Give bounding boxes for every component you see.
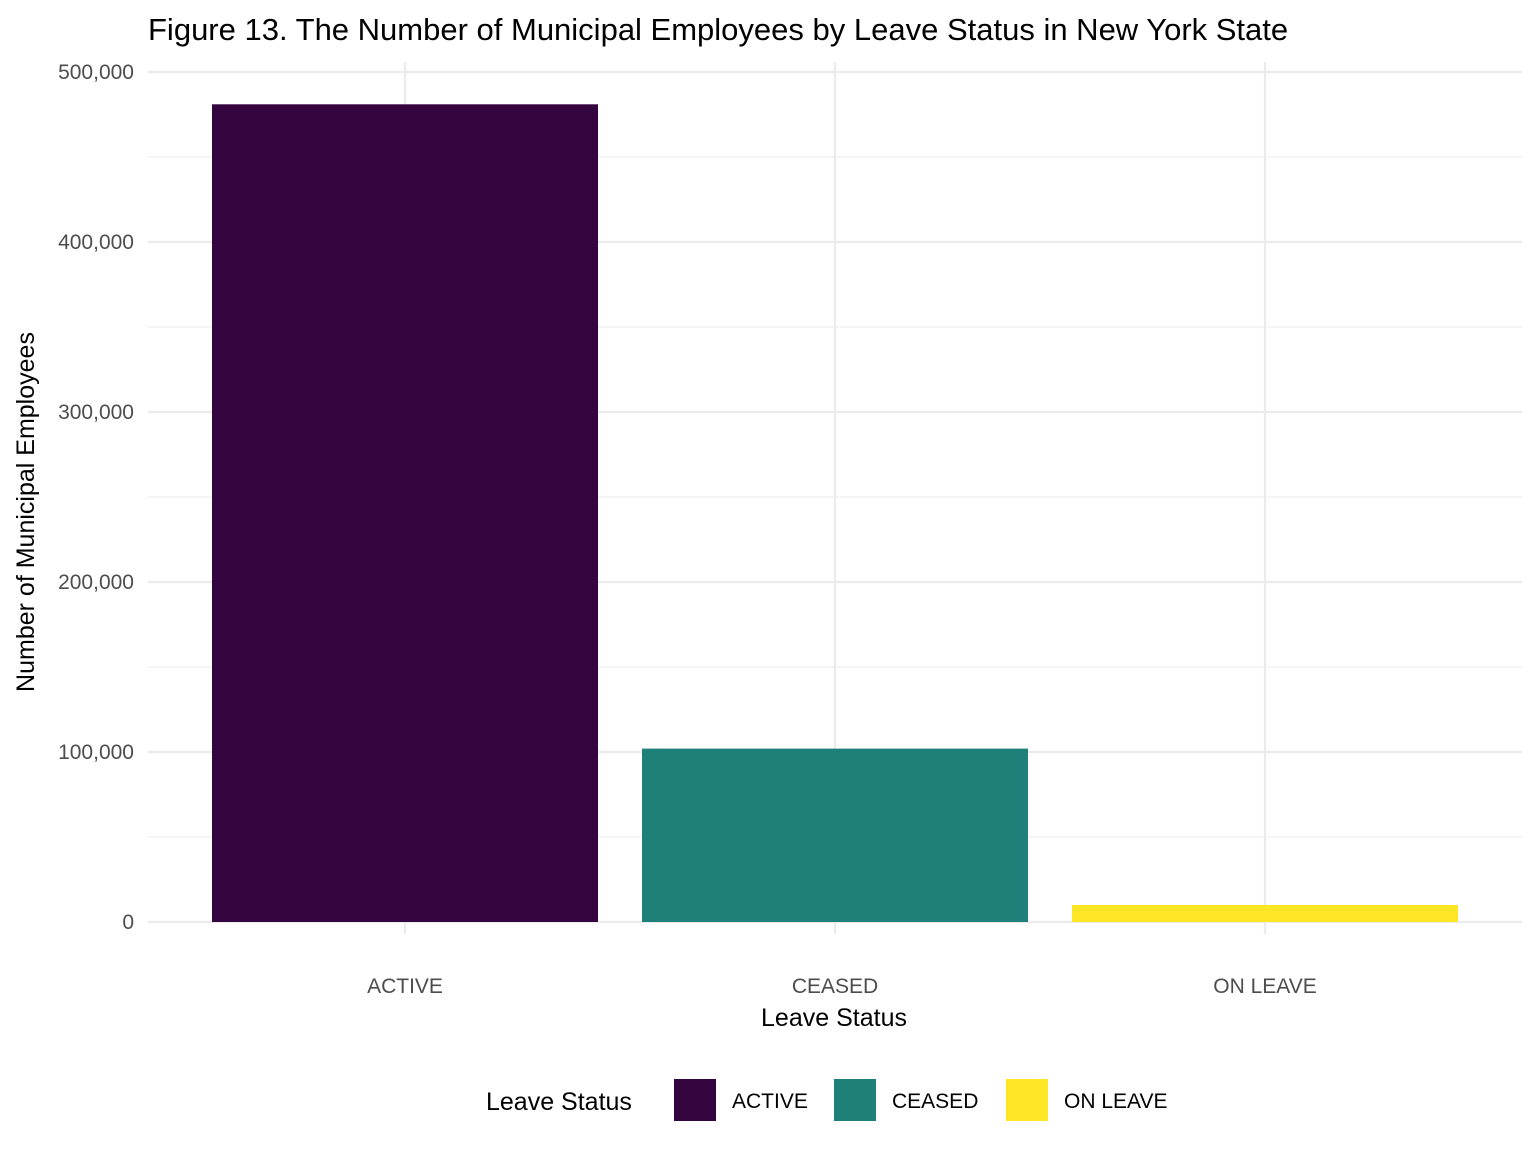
chart-title: Figure 13. The Number of Municipal Emplo… bbox=[148, 12, 1288, 47]
bars bbox=[212, 104, 1458, 923]
legend-key-active bbox=[674, 1079, 716, 1121]
legend-label: ON LEAVE bbox=[1064, 1090, 1167, 1113]
bar-active bbox=[212, 104, 598, 923]
bar-ceased bbox=[642, 748, 1028, 922]
y-tick-label: 400,000 bbox=[58, 231, 134, 254]
y-tick-label: 200,000 bbox=[58, 571, 134, 594]
legend-key-ceased bbox=[834, 1079, 876, 1121]
legend-key-on-leave bbox=[1006, 1079, 1048, 1121]
legend: Leave Status ACTIVE CEASED ON LEAVE bbox=[486, 1079, 1167, 1121]
y-axis-title: Number of Municipal Employees bbox=[12, 332, 40, 692]
y-axis-ticks: 0 100,000 200,000 300,000 400,000 500,000 bbox=[58, 61, 134, 934]
x-tick-label: ON LEAVE bbox=[1213, 975, 1316, 998]
x-tick-label: ACTIVE bbox=[367, 975, 443, 998]
x-axis-title: Leave Status bbox=[761, 1004, 907, 1032]
legend-title: Leave Status bbox=[486, 1088, 632, 1116]
y-tick-label: 500,000 bbox=[58, 61, 134, 84]
y-tick-label: 300,000 bbox=[58, 401, 134, 424]
y-tick-label: 0 bbox=[122, 911, 134, 934]
legend-label: CEASED bbox=[892, 1090, 978, 1113]
x-tick-label: CEASED bbox=[792, 975, 878, 998]
x-axis-ticks: ACTIVE CEASED ON LEAVE bbox=[367, 975, 1317, 998]
y-tick-label: 100,000 bbox=[58, 741, 134, 764]
legend-label: ACTIVE bbox=[732, 1090, 808, 1113]
bar-on-leave bbox=[1072, 905, 1458, 922]
